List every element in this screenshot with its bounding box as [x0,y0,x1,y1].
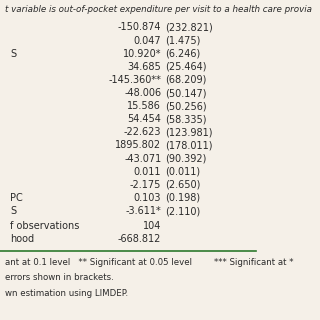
Text: S: S [10,49,16,59]
Text: -43.071: -43.071 [124,154,161,164]
Text: -22.623: -22.623 [124,127,161,137]
Text: (0.011): (0.011) [165,167,200,177]
Text: 0.047: 0.047 [134,36,161,45]
Text: -150.874: -150.874 [118,22,161,32]
Text: (50.147): (50.147) [165,88,207,98]
Text: S: S [10,206,16,216]
Text: (232.821): (232.821) [165,22,213,32]
Text: (25.464): (25.464) [165,62,207,72]
Text: (90.392): (90.392) [165,154,206,164]
Text: errors shown in brackets.: errors shown in brackets. [5,273,114,282]
Text: 1895.802: 1895.802 [115,140,161,150]
Text: hood: hood [10,234,34,244]
Text: 0.011: 0.011 [134,167,161,177]
Text: -668.812: -668.812 [118,234,161,244]
Text: (6.246): (6.246) [165,49,200,59]
Text: (68.209): (68.209) [165,75,206,85]
Text: (50.256): (50.256) [165,101,207,111]
Text: f observations: f observations [10,221,80,231]
Text: 10.920*: 10.920* [123,49,161,59]
Text: (2.110): (2.110) [165,206,200,216]
Text: ant at 0.1 level   ** Significant at 0.05 level        *** Significant at *: ant at 0.1 level ** Significant at 0.05 … [5,258,294,267]
Text: wn estimation using LIMDEP.: wn estimation using LIMDEP. [5,289,128,298]
Text: 0.103: 0.103 [134,193,161,203]
Text: t variable is out-of-pocket expenditure per visit to a health care provia: t variable is out-of-pocket expenditure … [5,5,312,14]
Text: 54.454: 54.454 [127,114,161,124]
Text: 34.685: 34.685 [128,62,161,72]
Text: -2.175: -2.175 [130,180,161,190]
Text: 15.586: 15.586 [127,101,161,111]
Text: (2.650): (2.650) [165,180,201,190]
Text: PC: PC [10,193,23,203]
Text: -3.611*: -3.611* [125,206,161,216]
Text: (0.198): (0.198) [165,193,200,203]
Text: (178.011): (178.011) [165,140,213,150]
Text: -145.360**: -145.360** [108,75,161,85]
Text: -48.006: -48.006 [124,88,161,98]
Text: (1.475): (1.475) [165,36,201,45]
Text: (123.981): (123.981) [165,127,213,137]
Text: 104: 104 [143,221,161,231]
Text: (58.335): (58.335) [165,114,207,124]
